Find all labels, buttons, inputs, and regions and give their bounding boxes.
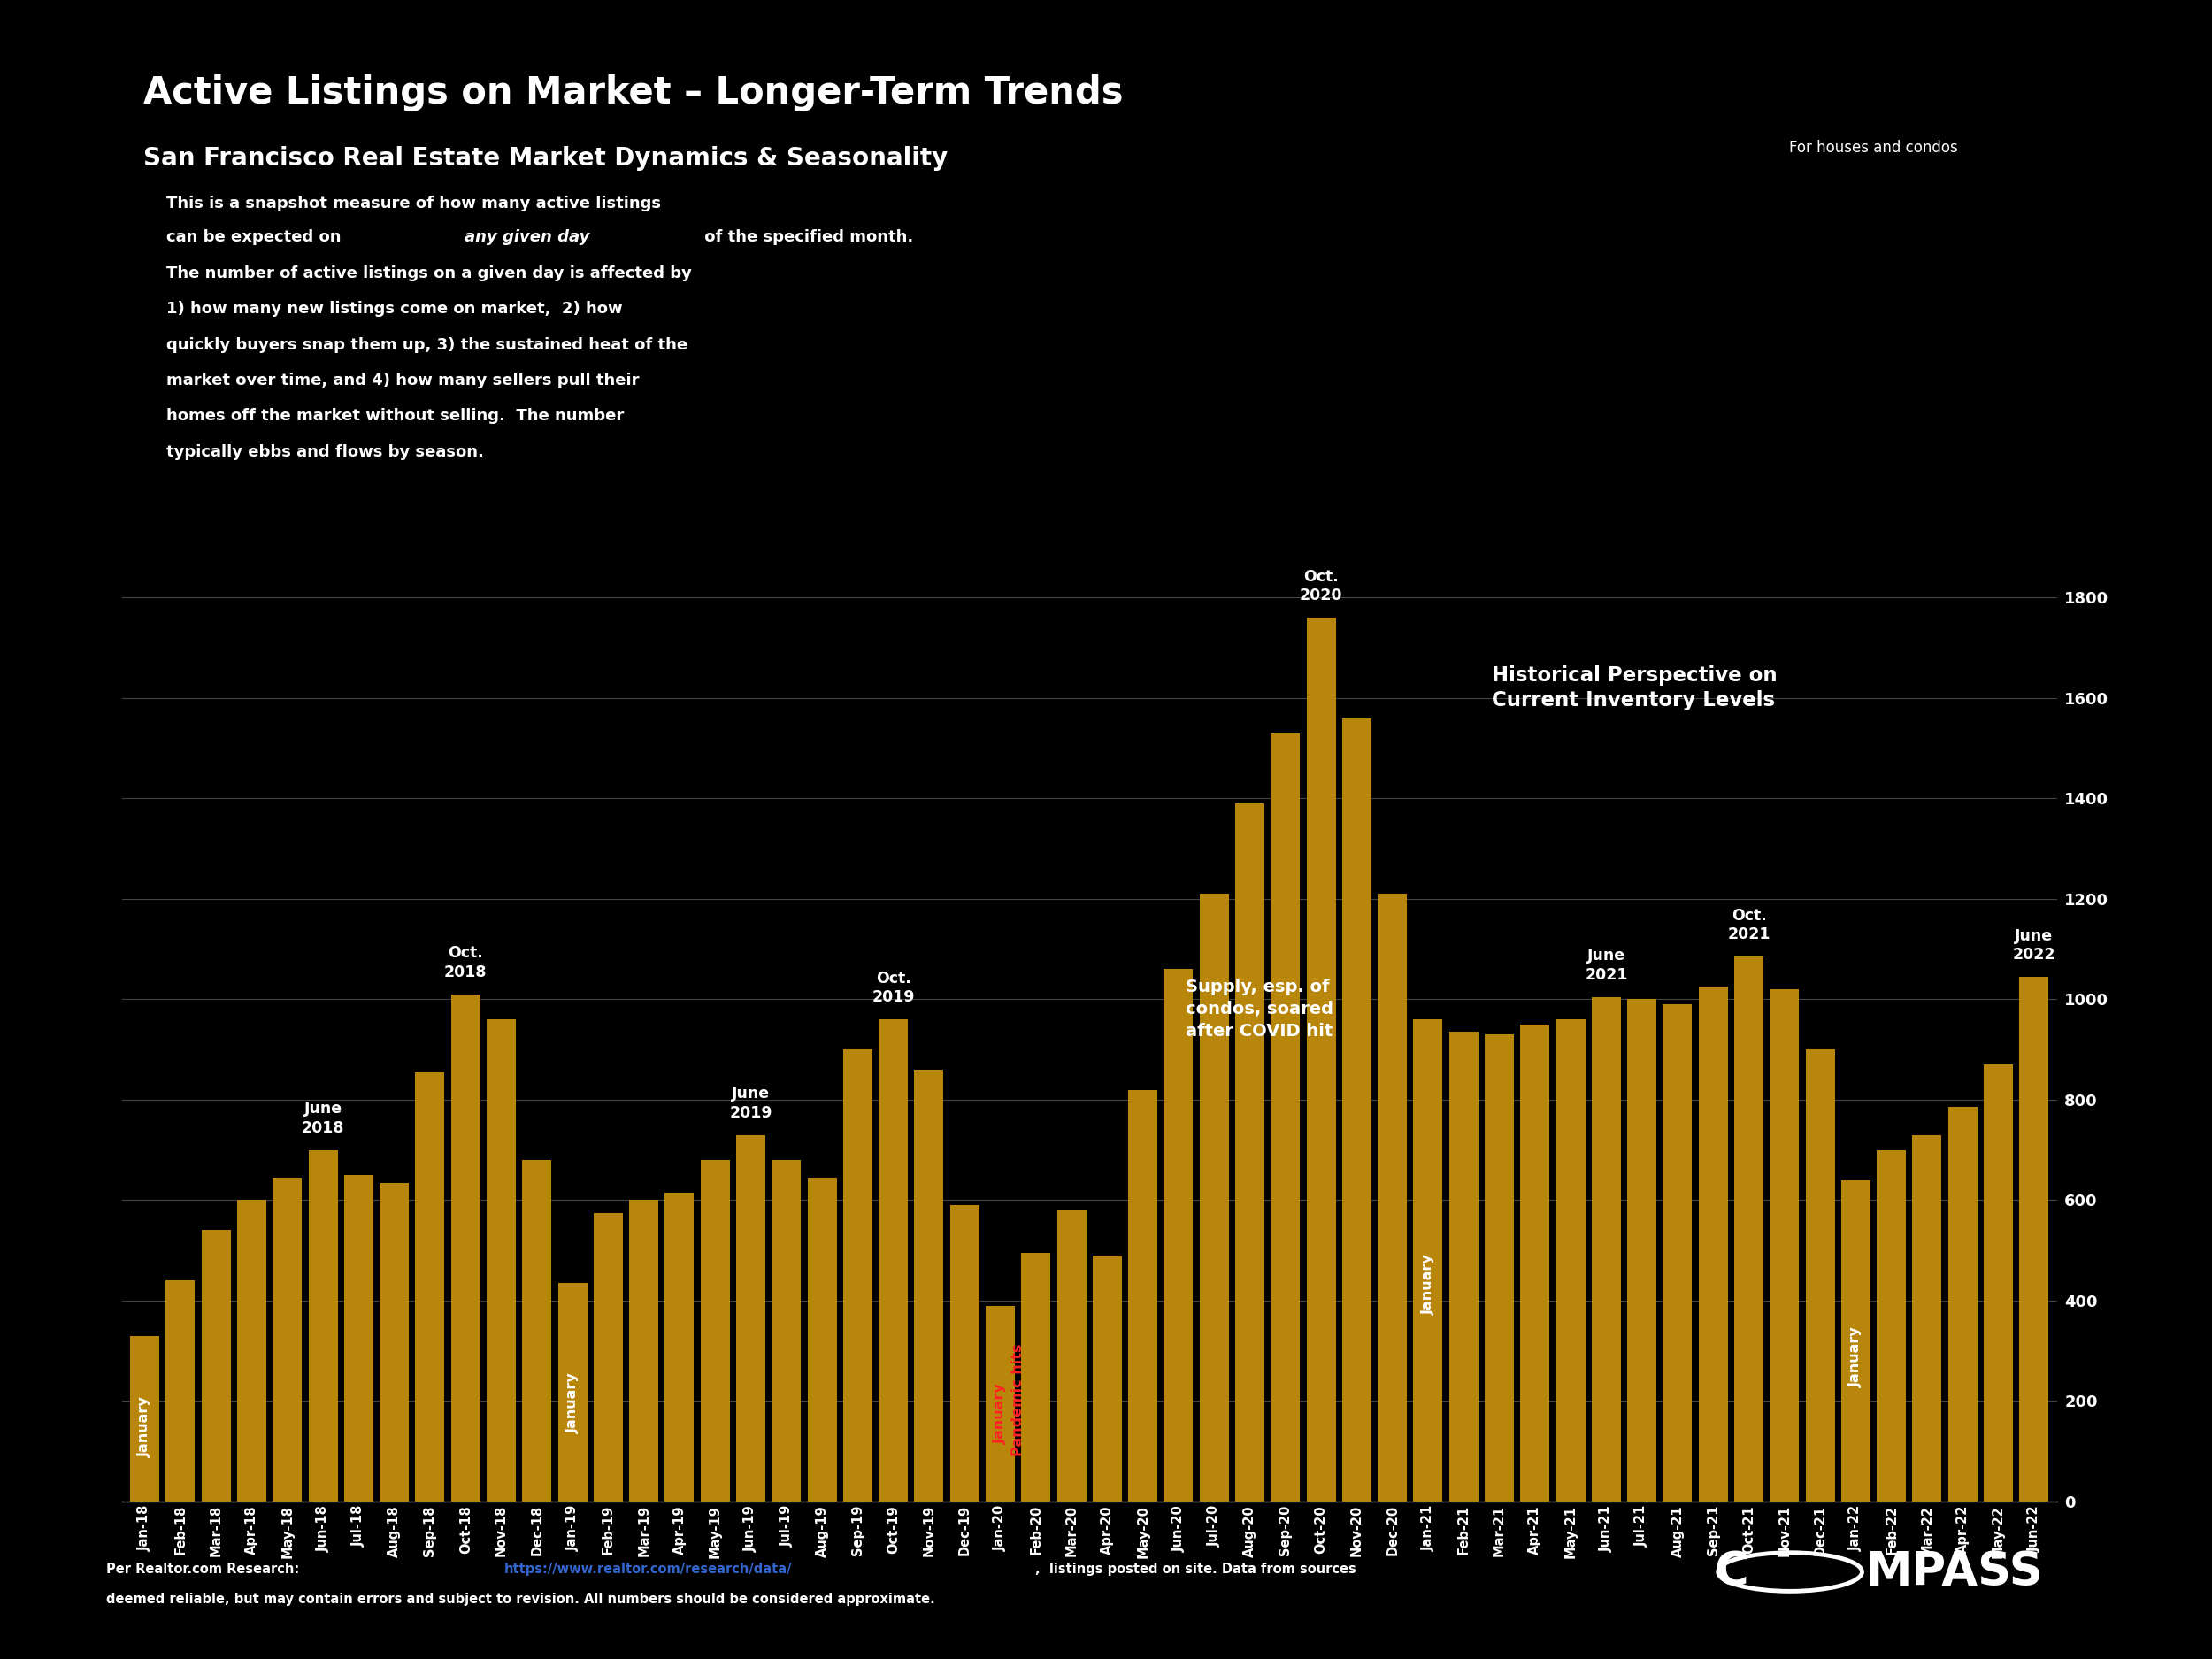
Text: The number of active listings on a given day is affected by: The number of active listings on a given… (166, 265, 692, 282)
Text: Per Realtor.com Research:: Per Realtor.com Research: (106, 1563, 307, 1576)
Bar (1520, 1025, 1551, 1501)
Bar (949, 1204, 980, 1501)
Bar (1307, 617, 1336, 1501)
Text: January: January (1422, 1254, 1436, 1316)
Bar (1555, 1019, 1586, 1501)
Bar (272, 1178, 303, 1501)
Bar (1663, 1004, 1692, 1501)
Bar (1057, 1209, 1086, 1501)
Bar (1734, 957, 1763, 1501)
Bar (1628, 999, 1657, 1501)
Bar (1984, 1065, 2013, 1501)
Bar (2020, 977, 2048, 1501)
Bar (1272, 733, 1301, 1501)
Text: any given day: any given day (465, 229, 591, 246)
Bar (487, 1019, 515, 1501)
Text: homes off the market without selling.  The number: homes off the market without selling. Th… (166, 408, 624, 425)
Bar (987, 1306, 1015, 1501)
Bar (557, 1282, 586, 1501)
Text: Oct.
2019: Oct. 2019 (872, 971, 916, 1005)
Bar (1164, 969, 1192, 1501)
Bar (1413, 1019, 1442, 1501)
Text: Oct.
2020: Oct. 2020 (1301, 569, 1343, 604)
Text: of the specified month.: of the specified month. (699, 229, 914, 246)
Text: San Francisco Real Estate Market Dynamics & Seasonality: San Francisco Real Estate Market Dynamic… (144, 146, 949, 171)
Bar (772, 1160, 801, 1501)
Bar (593, 1213, 624, 1501)
Text: 1) how many new listings come on market,  2) how: 1) how many new listings come on market,… (166, 302, 622, 317)
Text: C: C (1714, 1550, 1750, 1594)
Text: January: January (137, 1397, 150, 1457)
Text: deemed reliable, but may contain errors and subject to revision. All numbers sho: deemed reliable, but may contain errors … (106, 1593, 936, 1606)
Bar (131, 1335, 159, 1501)
Text: June
2018: June 2018 (301, 1102, 345, 1136)
Text: Pandemic hits: Pandemic hits (1011, 1344, 1024, 1457)
Bar (201, 1231, 230, 1501)
Bar (166, 1281, 195, 1501)
Bar (701, 1160, 730, 1501)
Bar (1378, 894, 1407, 1501)
Bar (1199, 894, 1230, 1501)
Bar (1949, 1107, 1978, 1501)
Text: June
2021: June 2021 (1584, 947, 1628, 982)
Bar (1699, 987, 1728, 1501)
Bar (1484, 1035, 1513, 1501)
Bar (416, 1072, 445, 1501)
Bar (666, 1193, 695, 1501)
Text: January: January (1849, 1327, 1863, 1387)
Bar (1343, 718, 1371, 1501)
Text: This is a snapshot measure of how many active listings: This is a snapshot measure of how many a… (166, 196, 661, 212)
Bar (807, 1178, 836, 1501)
Bar (914, 1070, 945, 1501)
Text: January: January (566, 1372, 580, 1433)
Text: typically ebbs and flows by season.: typically ebbs and flows by season. (166, 445, 484, 460)
Bar (307, 1150, 338, 1501)
Bar (628, 1199, 659, 1501)
Text: June
2022: June 2022 (2013, 927, 2055, 962)
Bar (451, 994, 480, 1501)
Text: Oct.
2018: Oct. 2018 (445, 946, 487, 980)
Bar (1805, 1050, 1834, 1501)
Text: Historical Perspective on
Current Inventory Levels: Historical Perspective on Current Invent… (1493, 665, 1778, 710)
Bar (1593, 997, 1621, 1501)
Bar (522, 1160, 551, 1501)
Text: quickly buyers snap them up, 3) the sustained heat of the: quickly buyers snap them up, 3) the sust… (166, 337, 688, 353)
Text: MPASS: MPASS (1865, 1550, 2044, 1594)
Bar (1128, 1090, 1157, 1501)
Bar (737, 1135, 765, 1501)
Bar (237, 1199, 265, 1501)
Bar (1913, 1135, 1942, 1501)
Text: can be expected on: can be expected on (166, 229, 345, 246)
Bar (345, 1175, 374, 1501)
Bar (1234, 803, 1265, 1501)
Text: ,  listings posted on site. Data from sources: , listings posted on site. Data from sou… (1035, 1563, 1356, 1576)
Bar (1022, 1253, 1051, 1501)
Bar (843, 1050, 872, 1501)
Text: Active Listings on Market – Longer-Term Trends: Active Listings on Market – Longer-Term … (144, 75, 1124, 111)
Bar (1770, 989, 1798, 1501)
Bar (1840, 1180, 1871, 1501)
Text: market over time, and 4) how many sellers pull their: market over time, and 4) how many seller… (166, 372, 639, 388)
Text: January: January (993, 1384, 1006, 1443)
Text: Oct.
2021: Oct. 2021 (1728, 907, 1770, 942)
Text: Supply, esp. of
condos, soared
after COVID hit: Supply, esp. of condos, soared after COV… (1186, 979, 1334, 1040)
Bar (1093, 1256, 1121, 1501)
Text: June
2019: June 2019 (730, 1087, 772, 1121)
Text: https://www.realtor.com/research/data/: https://www.realtor.com/research/data/ (504, 1563, 792, 1576)
Bar (380, 1183, 409, 1501)
Bar (878, 1019, 907, 1501)
Bar (1876, 1150, 1907, 1501)
Text: For houses and condos: For houses and condos (1790, 139, 1958, 156)
Bar (1449, 1032, 1478, 1501)
